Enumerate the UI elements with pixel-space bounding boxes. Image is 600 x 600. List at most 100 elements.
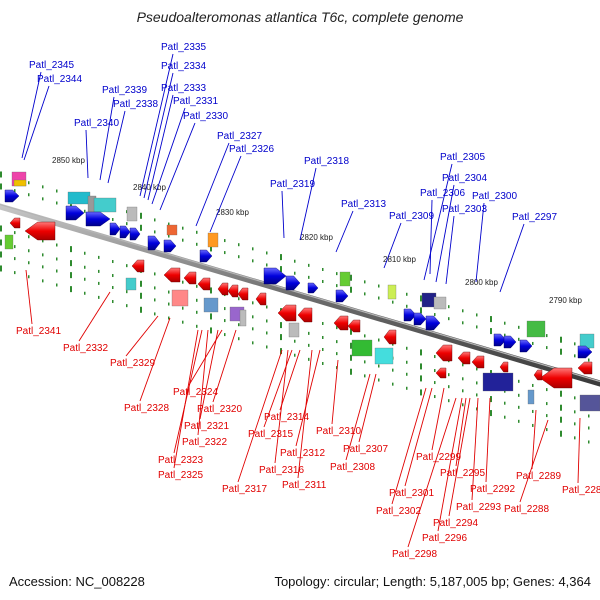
reverse-gene-label: Patl_2329 xyxy=(110,358,155,369)
scale-tick xyxy=(238,337,240,341)
scale-tick xyxy=(322,267,324,271)
reverse-gene-arrow xyxy=(435,344,453,362)
scale-tick xyxy=(546,334,548,338)
reverse-gene-arrow xyxy=(24,221,56,241)
scale-tick xyxy=(574,422,576,426)
reverse-gene-arrow xyxy=(333,315,349,331)
scale-tick xyxy=(126,264,128,268)
scale-tick xyxy=(504,389,506,393)
forward-gene-arrow xyxy=(119,225,131,239)
forward-gene-label: Patl_2327 xyxy=(217,131,262,142)
scale-tick xyxy=(364,374,366,378)
forward-gene-arrow xyxy=(425,315,441,331)
forward-gene-label: Patl_2339 xyxy=(102,85,147,96)
reverse-gene-label: Patl_2298 xyxy=(392,549,437,560)
scale-tick xyxy=(308,263,310,267)
scale-tick xyxy=(168,316,170,320)
scale-tick xyxy=(336,272,338,276)
scale-tick xyxy=(406,360,408,364)
scale-tick xyxy=(196,284,198,288)
scale-tick xyxy=(28,193,30,197)
forward-leader-line xyxy=(475,202,485,283)
scale-tick xyxy=(28,235,30,239)
feature-box xyxy=(67,191,91,205)
scale-tick xyxy=(294,339,296,343)
scale-tick xyxy=(364,334,366,338)
scale-tick xyxy=(574,342,576,346)
scale-tick xyxy=(196,310,198,314)
scale-tick xyxy=(392,382,394,386)
scale-tick xyxy=(224,319,226,323)
scale-tick xyxy=(154,298,156,302)
scale-tick xyxy=(14,245,16,249)
forward-gene-arrow xyxy=(109,222,121,236)
reverse-leader-line xyxy=(173,329,203,454)
scale-tick xyxy=(490,396,492,403)
scale-tick xyxy=(518,379,520,383)
scale-tick xyxy=(14,257,16,261)
scale-tick xyxy=(56,189,58,193)
scale-tick xyxy=(434,369,436,373)
scale-tick xyxy=(56,243,58,247)
scale-tick xyxy=(378,378,380,382)
scale-tick xyxy=(182,280,184,284)
forward-leader-line xyxy=(195,142,230,227)
scale-tick xyxy=(0,225,2,232)
scale-tick xyxy=(252,247,254,251)
scale-tick xyxy=(280,334,282,341)
scale-tick xyxy=(560,416,562,423)
scale-tick xyxy=(462,389,464,393)
reverse-gene-arrow xyxy=(499,361,509,373)
feature-box xyxy=(126,206,138,222)
scale-tick xyxy=(434,395,436,399)
scale-tick xyxy=(252,301,254,305)
reverse-gene-label: Patl_2324 xyxy=(173,387,218,398)
reverse-gene-arrow xyxy=(163,267,181,283)
scale-tick xyxy=(238,243,240,247)
feature-box xyxy=(339,271,351,287)
reverse-leader-line xyxy=(519,419,549,503)
scale-tick xyxy=(224,239,226,243)
forward-gene-label: Patl_2330 xyxy=(183,111,228,122)
feature-box xyxy=(13,179,27,187)
reverse-leader-line xyxy=(173,329,199,469)
scale-tick xyxy=(42,265,44,269)
scale-tick xyxy=(490,316,492,323)
reverse-leader-line xyxy=(407,397,457,548)
reverse-gene-label: Patl_2321 xyxy=(184,421,229,432)
forward-gene-arrow xyxy=(85,211,111,227)
scale-tick xyxy=(168,222,170,226)
scale-tick xyxy=(322,321,324,325)
forward-gene-arrow xyxy=(307,282,319,294)
forward-leader-line xyxy=(423,163,453,281)
reverse-gene-label: Patl_2316 xyxy=(259,465,304,476)
forward-gene-label: Patl_2300 xyxy=(472,191,517,202)
reverse-leader-line xyxy=(437,397,463,532)
forward-leader-line xyxy=(335,210,354,253)
reverse-leader-line xyxy=(431,387,445,451)
reverse-leader-line xyxy=(485,397,491,483)
reverse-gene-label: Patl_2301 xyxy=(389,488,434,499)
feature-box xyxy=(387,284,397,300)
scale-tick xyxy=(126,222,128,226)
scale-tick xyxy=(420,307,422,314)
reverse-gene-label: Patl_2314 xyxy=(264,412,309,423)
scale-tick xyxy=(434,355,436,359)
forward-gene-arrow xyxy=(493,333,507,347)
scale-tick xyxy=(560,336,562,343)
scale-tick xyxy=(364,360,366,364)
scale-tick xyxy=(434,313,436,317)
scale-tick xyxy=(308,331,310,335)
scale-tick xyxy=(490,328,492,335)
scale-tick xyxy=(322,279,324,283)
feature-box xyxy=(166,224,178,236)
scale-tick xyxy=(56,201,58,205)
kbp-marker: 2810 kbp xyxy=(383,255,416,264)
feature-box xyxy=(203,297,219,313)
forward-gene-label: Patl_2305 xyxy=(440,152,485,163)
scale-tick xyxy=(112,300,114,304)
scale-tick xyxy=(420,363,422,370)
reverse-gene-label: Patl_2307 xyxy=(343,444,388,455)
scale-tick xyxy=(280,348,282,355)
forward-gene-arrow xyxy=(413,312,427,326)
